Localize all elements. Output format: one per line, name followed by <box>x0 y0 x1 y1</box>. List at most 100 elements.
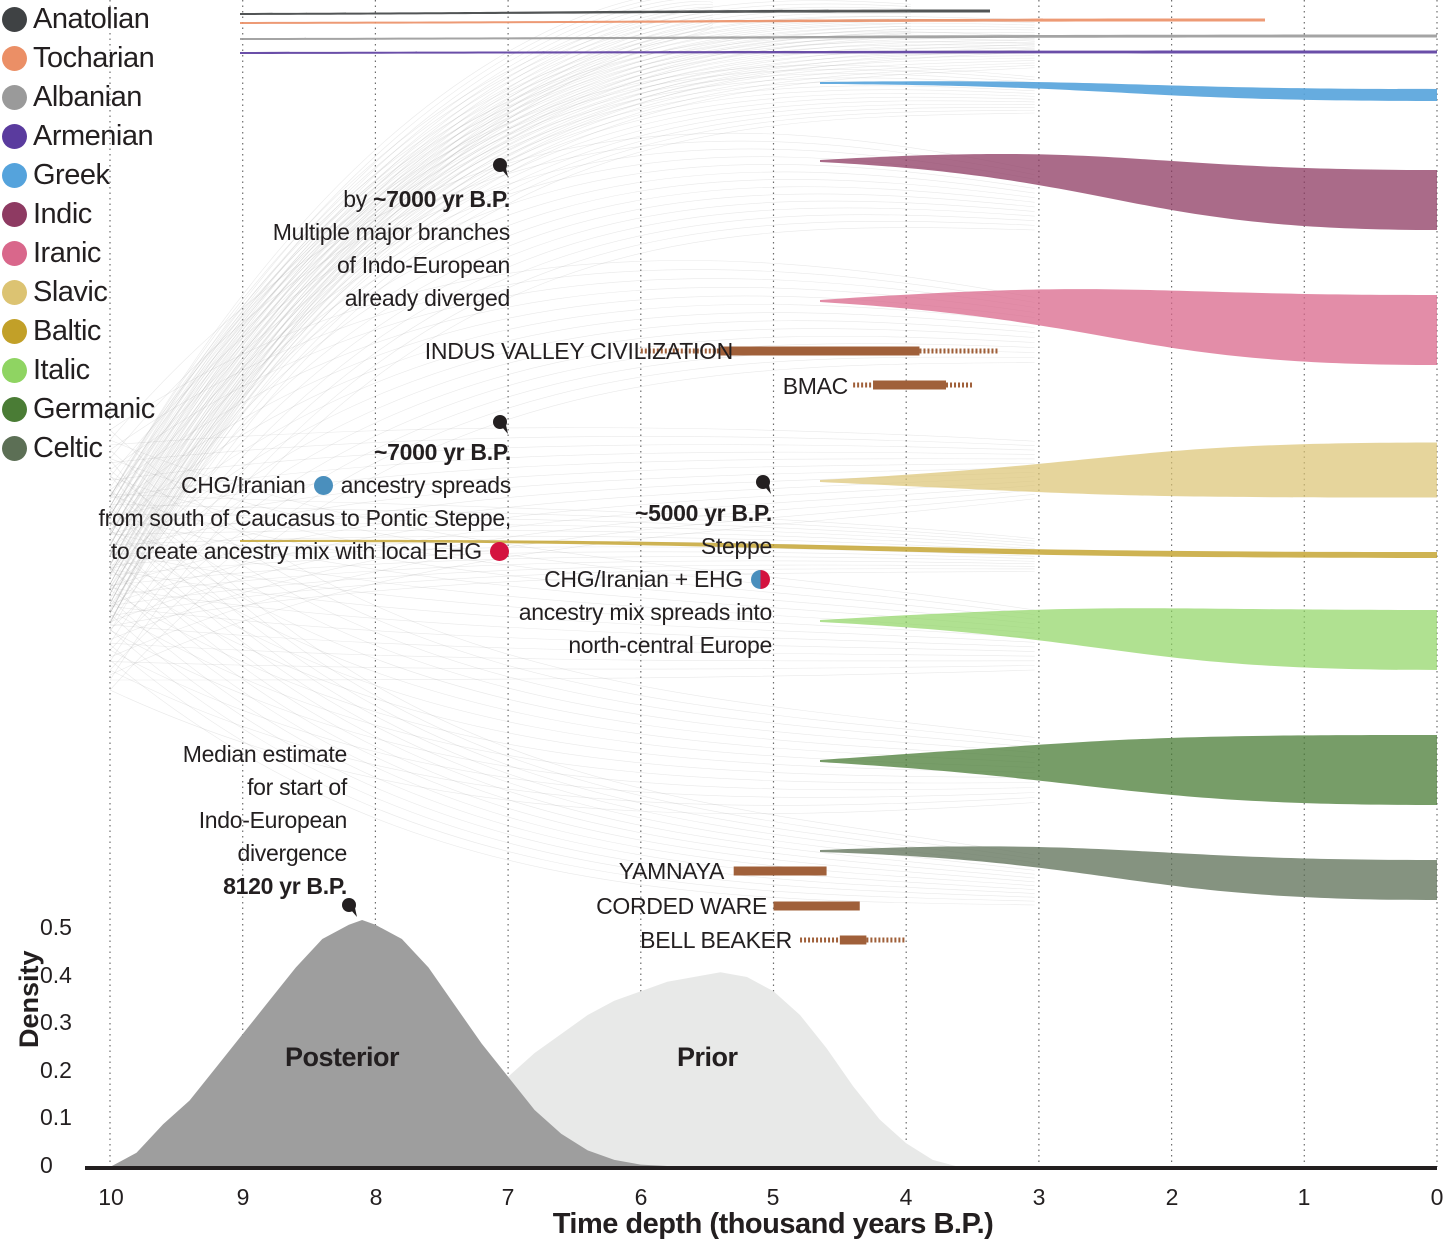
annotation-median-estimate: Median estimate for start of Indo-Europe… <box>100 738 348 903</box>
tree-lineage-line <box>109 22 1035 517</box>
legend-item: Baltic <box>2 312 155 351</box>
tree-lineage-line <box>109 587 1035 648</box>
language-branch-band <box>240 9 990 15</box>
language-branch-band <box>240 34 1437 40</box>
tree-lineage-line <box>109 0 713 517</box>
tree-lineage-line <box>109 25 911 585</box>
prior-density-area <box>508 972 960 1167</box>
tree-lineage-line <box>109 467 1035 552</box>
x-axis-label: Time depth (thousand years B.P.) <box>552 1208 994 1240</box>
tree-lineage-line <box>109 140 1035 459</box>
annotation-text: north-central Europe <box>568 632 772 658</box>
tree-lineage-line <box>109 0 634 498</box>
x-tick-label: 7 <box>501 1184 515 1210</box>
annotation-text: of Indo-European <box>337 252 510 278</box>
legend-label: Iranic <box>33 237 101 269</box>
legend-item: Germanic <box>2 390 155 429</box>
tree-lineage-line <box>109 207 1035 625</box>
prior-label: Prior <box>677 1042 738 1072</box>
tree-lineage-line <box>109 260 1035 431</box>
tree-lineage-line <box>109 62 1035 604</box>
tree-lineage-line <box>109 38 1035 517</box>
tree-lineage-line <box>109 39 1035 575</box>
tree-lineage-line <box>109 463 1035 534</box>
y-tick-label: 0.1 <box>40 1104 72 1130</box>
tree-lineage-line <box>109 0 713 527</box>
tree-lineage-line <box>109 689 1035 814</box>
tree-lineage-line <box>109 485 1035 623</box>
tree-lineage-line <box>109 23 911 575</box>
x-tick-label: 1 <box>1297 1184 1311 1210</box>
legend-swatch <box>2 85 27 110</box>
legend-item: Armenian <box>2 117 155 156</box>
annotation-text: Steppe <box>700 533 772 559</box>
legend-swatch <box>2 358 27 383</box>
tree-lineage-line <box>109 476 1035 620</box>
tree-lineage-line <box>109 51 1035 624</box>
tree-lineage-line <box>109 11 713 565</box>
annotation-text: Indo-European <box>198 807 348 833</box>
tree-lineage-line <box>109 551 1035 576</box>
tree-lineage-line <box>109 589 1035 778</box>
x-tick-label: 6 <box>634 1184 648 1210</box>
tree-lineage-line <box>109 564 1035 606</box>
tree-lineage-line <box>109 20 911 565</box>
legend-swatch <box>2 280 27 305</box>
legend-swatch <box>2 397 27 422</box>
legend-label: Albanian <box>33 81 142 113</box>
tree-lineage-line <box>109 605 1035 652</box>
tree-lineage-line <box>109 629 1035 791</box>
tree-lineage-line <box>109 28 911 595</box>
tree-lineage-line <box>109 96 1035 577</box>
language-branch-band <box>820 289 1437 365</box>
tree-lineage-line <box>109 36 1035 565</box>
annotation-text: from south of Caucasus to Pontic Steppe, <box>98 505 512 531</box>
tree-lineage-line <box>109 41 1035 585</box>
tree-lineage-line <box>109 669 1035 806</box>
annotation-date: ~5000 yr B.P. <box>635 500 772 526</box>
tree-lineage-line <box>109 503 1035 542</box>
tree-lineage-line <box>109 67 1035 624</box>
tree-lineage-line <box>109 469 1035 748</box>
culture-label: BMAC <box>782 373 849 399</box>
tree-lineage-line <box>109 669 1035 681</box>
tree-lineage-line <box>109 498 1035 676</box>
annotation-branches-diverged: by ~7000 yr B.P. Multiple major branches… <box>200 183 511 315</box>
tree-lineage-line <box>109 13 911 536</box>
legend-label: Germanic <box>33 393 155 425</box>
tree-lineage-line <box>109 429 1035 738</box>
tree-lineage-line <box>109 523 1035 547</box>
tree-lineage-line <box>109 103 1035 599</box>
y-tick-label: 0.3 <box>40 1009 72 1035</box>
tree-lineage-line <box>109 312 1035 551</box>
tree-lineage-line <box>109 514 1035 544</box>
legend-swatch <box>2 319 27 344</box>
tree-lineage-line <box>109 550 1035 638</box>
legend-label: Baltic <box>33 315 101 347</box>
tree-lineage-line <box>109 77 1035 522</box>
tree-lineage-line <box>109 649 1035 798</box>
annotation-text: already diverged <box>344 285 511 311</box>
legend-swatch <box>2 163 27 188</box>
annotation-pin-icon <box>342 898 356 912</box>
tree-lineage-line <box>109 451 1035 499</box>
tree-lineage-line <box>109 269 1035 451</box>
tree-lineage-line <box>109 34 1035 507</box>
tree-lineage-line <box>109 659 1035 906</box>
tree-lineage-line <box>109 55 1035 575</box>
tree-lineage-line <box>109 41 1035 527</box>
annotation-text: by <box>343 186 367 212</box>
tree-lineage-line <box>109 427 1035 446</box>
legend-item: Slavic <box>2 273 155 312</box>
annotation-chg-spread: ~7000 yr B.P. CHG/Iranian ancestry sprea… <box>40 436 512 568</box>
tree-lineage-line <box>109 535 1035 552</box>
chg-iranian-pie-icon <box>313 476 333 495</box>
tree-lineage-line <box>109 186 1035 570</box>
tree-lineage-line <box>109 459 1035 856</box>
tree-lineage-line <box>109 6 911 517</box>
tree-lineage-line <box>109 495 1035 625</box>
tree-lineage-line <box>109 489 1035 640</box>
tree-lineage-line <box>109 179 1035 551</box>
tree-lineage-line <box>109 4 713 536</box>
tree-lineage-line <box>109 132 1035 441</box>
